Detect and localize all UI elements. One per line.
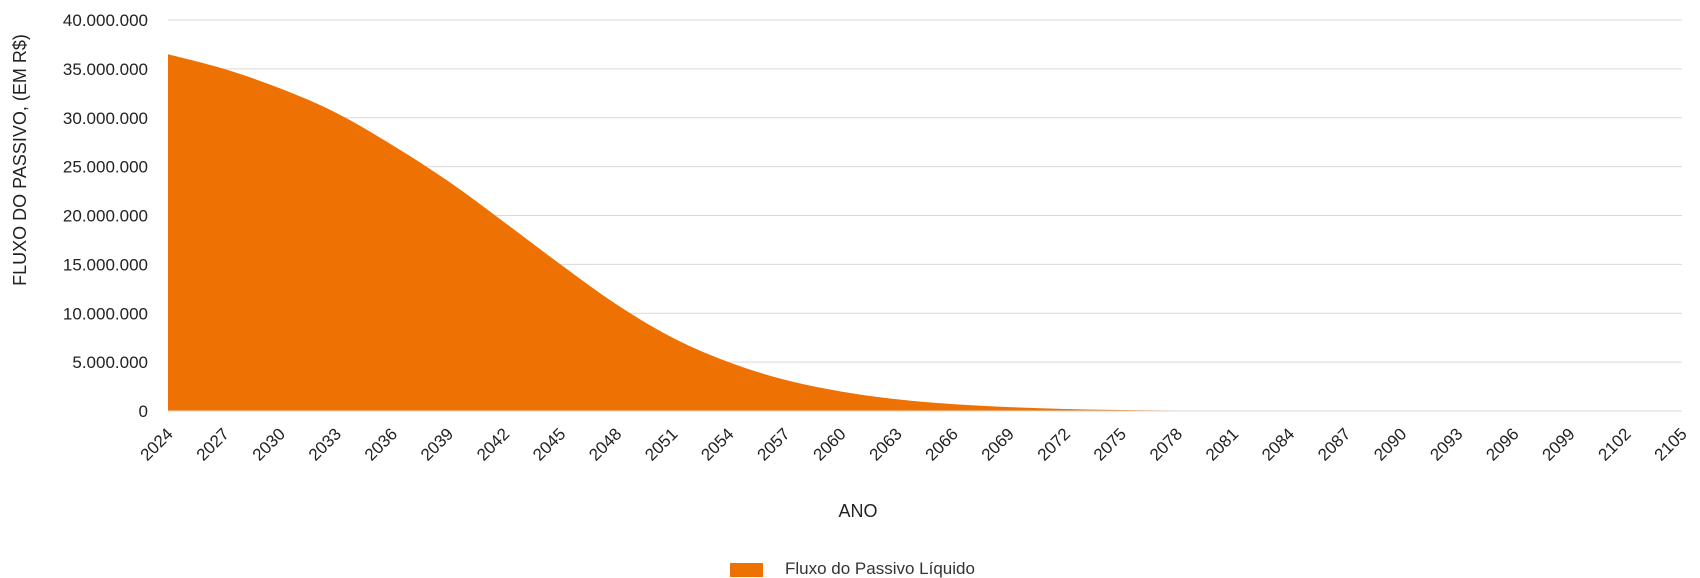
x-tick-label: 2102 bbox=[1595, 424, 1635, 464]
y-tick-label: 5.000.000 bbox=[72, 353, 148, 372]
y-tick-label: 20.000.000 bbox=[63, 207, 148, 226]
x-tick-label: 2057 bbox=[753, 424, 793, 464]
x-tick-label: 2096 bbox=[1482, 424, 1522, 464]
x-tick-label: 2045 bbox=[529, 424, 569, 464]
x-tick-label: 2051 bbox=[641, 424, 681, 464]
x-tick-label: 2087 bbox=[1314, 424, 1354, 464]
x-tick-label: 2036 bbox=[361, 424, 401, 464]
x-tick-label: 2027 bbox=[193, 424, 233, 464]
x-tick-label: 2075 bbox=[1090, 424, 1130, 464]
y-tick-label: 10.000.000 bbox=[63, 304, 148, 323]
y-axis-ticks: 0 5.000.000 10.000.000 15.000.000 20.000.000… bbox=[63, 11, 148, 421]
x-tick-label: 2042 bbox=[473, 424, 513, 464]
x-tick-label: 2054 bbox=[697, 424, 737, 464]
y-axis-title: FLUXO DO PASSIVO, (EM R$) bbox=[10, 34, 30, 286]
legend: Fluxo do Passivo Líquido bbox=[730, 559, 975, 578]
x-tick-label: 2024 bbox=[137, 424, 177, 464]
x-tick-label: 2072 bbox=[1034, 424, 1074, 464]
x-tick-label: 2069 bbox=[978, 424, 1018, 464]
x-tick-label: 2030 bbox=[249, 424, 289, 464]
x-tick-label: 2081 bbox=[1202, 424, 1242, 464]
y-tick-label: 0 bbox=[139, 402, 148, 421]
x-tick-label: 2099 bbox=[1538, 424, 1578, 464]
x-tick-label: 2060 bbox=[810, 424, 850, 464]
x-tick-label: 2090 bbox=[1370, 424, 1410, 464]
x-tick-label: 2105 bbox=[1651, 424, 1691, 464]
legend-swatch bbox=[730, 563, 763, 577]
x-tick-label: 2033 bbox=[305, 424, 345, 464]
x-tick-label: 2066 bbox=[922, 424, 962, 464]
y-tick-label: 30.000.000 bbox=[63, 109, 148, 128]
x-tick-label: 2078 bbox=[1146, 424, 1186, 464]
series-area-fluxo-do-passivo-liquido bbox=[168, 54, 1682, 412]
x-axis-title: ANO bbox=[838, 501, 877, 521]
x-tick-label: 2048 bbox=[585, 424, 625, 464]
x-axis-ticks: 2024 2027 2030 2033 2036 2039 2042 2045 2048 2051… bbox=[137, 424, 1691, 464]
x-tick-label: 2063 bbox=[866, 424, 906, 464]
x-tick-label: 2039 bbox=[417, 424, 457, 464]
y-tick-label: 25.000.000 bbox=[63, 158, 148, 177]
y-tick-label: 40.000.000 bbox=[63, 11, 148, 30]
y-tick-label: 15.000.000 bbox=[63, 255, 148, 274]
y-tick-label: 35.000.000 bbox=[63, 60, 148, 79]
x-tick-label: 2084 bbox=[1258, 424, 1298, 464]
legend-label: Fluxo do Passivo Líquido bbox=[785, 559, 975, 578]
x-tick-label: 2093 bbox=[1426, 424, 1466, 464]
